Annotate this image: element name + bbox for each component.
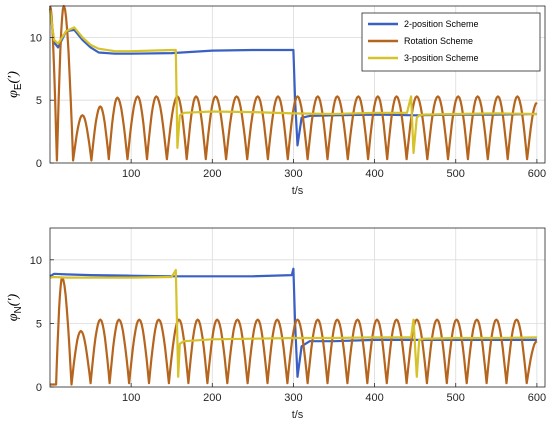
x-tick-label: 600 <box>528 168 546 180</box>
series-line-3-position-scheme <box>49 268 537 378</box>
y-tick-label: 0 <box>36 158 42 170</box>
series-line-2-position-scheme <box>49 267 537 378</box>
x-tick-label: 200 <box>203 392 221 404</box>
x-tick-label: 400 <box>365 392 383 404</box>
legend: 2-position Scheme Rotation Scheme 3-positi… <box>361 12 541 72</box>
y-tick-label: 10 <box>30 32 42 44</box>
y-tick-label: 5 <box>36 318 42 330</box>
y-tick-label: 10 <box>30 255 42 267</box>
series-line-3-position-scheme <box>48 9 537 155</box>
y-tick-label: 0 <box>36 382 42 394</box>
x-tick-label: 400 <box>365 168 383 180</box>
legend-label: 3-position Scheme <box>404 53 479 63</box>
x-tick-label: 500 <box>447 168 465 180</box>
y-axis-label: φE(′) <box>6 71 24 98</box>
y-tick-label: 5 <box>36 95 42 107</box>
x-axis-label: t/s <box>292 409 304 421</box>
x-tick-label: 200 <box>203 168 221 180</box>
x-tick-label: 300 <box>284 168 302 180</box>
legend-label: 2-position Scheme <box>404 19 479 29</box>
axes-box <box>49 227 546 388</box>
panel-top: 100 200 300 400 500 600 0 5 10 t/s φE(′) 2-position… <box>6 4 546 197</box>
x-axis-label: t/s <box>292 185 304 197</box>
x-tick-label: 500 <box>447 392 465 404</box>
x-tick-label: 300 <box>284 392 302 404</box>
series-line-rotation-scheme <box>49 276 538 386</box>
panel-bottom: 100 200 300 400 500 600 0 5 10 t/s φN(′) <box>6 227 546 421</box>
axes-box <box>49 5 546 164</box>
y-axis-label: φN(′) <box>6 293 24 321</box>
x-tick-label: 100 <box>122 392 140 404</box>
series-line-rotation-scheme <box>48 4 538 162</box>
x-tick-label: 600 <box>528 392 546 404</box>
series-line-2-position-scheme <box>48 8 537 147</box>
legend-label: Rotation Scheme <box>404 36 473 46</box>
x-tick-label: 100 <box>122 168 140 180</box>
